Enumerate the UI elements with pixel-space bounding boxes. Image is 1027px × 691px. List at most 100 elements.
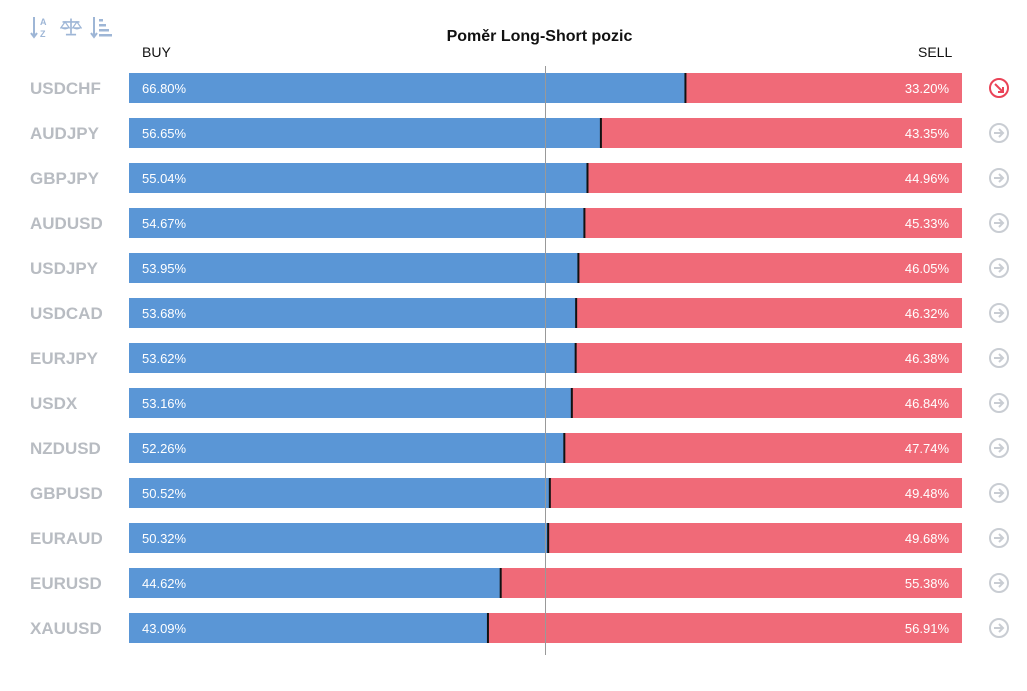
arrow-circle — [989, 393, 1009, 413]
arrow-circle — [989, 528, 1009, 548]
arrow-circle — [989, 483, 1009, 503]
sell-bar — [548, 523, 962, 553]
arrow-head — [998, 488, 1005, 498]
chart-row: USDCAD 53.68% 46.32% — [30, 298, 1009, 328]
sell-value-label: 49.68% — [905, 531, 950, 546]
sell-bar — [685, 73, 962, 103]
chart-row: AUDUSD 54.67% 45.33% — [30, 208, 1009, 238]
sort-alpha-icon[interactable]: A Z — [30, 14, 52, 40]
arrow-circle — [989, 303, 1009, 323]
svg-text:Z: Z — [40, 29, 46, 39]
sell-bar — [576, 298, 962, 328]
chart-row: USDJPY 53.95% 46.05% — [30, 253, 1009, 283]
sell-column-label: SELL — [918, 44, 953, 60]
arrow-right-icon[interactable] — [989, 618, 1009, 638]
arrow-right-icon[interactable] — [989, 213, 1009, 233]
balance-scale-icon[interactable] — [60, 14, 82, 40]
pair-label: USDCAD — [30, 304, 103, 323]
buy-bar — [129, 388, 572, 418]
buy-bar — [129, 613, 488, 643]
arrow-shaft — [994, 83, 1003, 92]
arrow-head — [998, 443, 1005, 453]
buy-bar — [129, 208, 585, 238]
arrow-head — [998, 623, 1005, 633]
arrow-right-icon[interactable] — [989, 483, 1009, 503]
arrow-head — [998, 308, 1005, 318]
arrow-head — [998, 263, 1005, 273]
buy-column-label: BUY — [142, 44, 171, 60]
buy-value-label: 53.68% — [142, 306, 187, 321]
arrow-right-icon[interactable] — [989, 438, 1009, 458]
arrow-head — [998, 218, 1005, 228]
sell-bar — [575, 343, 962, 373]
arrow-right-icon[interactable] — [989, 348, 1009, 368]
pair-label: EURUSD — [30, 574, 102, 593]
sell-bar — [571, 388, 962, 418]
buy-value-label: 53.16% — [142, 396, 187, 411]
chart-row: USDX 53.16% 46.84% — [30, 388, 1009, 418]
arrow-head — [998, 578, 1005, 588]
sell-value-label: 46.32% — [905, 306, 950, 321]
chart-title: Poměr Long-Short pozic — [446, 28, 633, 45]
sell-value-label: 45.33% — [905, 216, 950, 231]
arrow-right-icon[interactable] — [989, 303, 1009, 323]
sort-amount-icon[interactable] — [90, 14, 112, 40]
chart-row: NZDUSD 52.26% 47.74% — [30, 433, 1009, 463]
pair-label: USDCHF — [30, 79, 101, 98]
buy-bar — [129, 253, 579, 283]
sell-bar — [549, 478, 962, 508]
arrow-circle — [989, 258, 1009, 278]
sell-bar — [578, 253, 962, 283]
sell-value-label: 43.35% — [905, 126, 950, 141]
arrow-down-right-icon[interactable] — [989, 78, 1009, 98]
chart-row: GBPJPY 55.04% 44.96% — [30, 163, 1009, 193]
arrow-circle — [989, 618, 1009, 638]
pair-label: USDX — [30, 394, 78, 413]
sell-value-label: 49.48% — [905, 486, 950, 501]
toolbar: A Z — [30, 14, 112, 42]
buy-bar — [129, 73, 686, 103]
buy-bar — [129, 523, 549, 553]
buy-value-label: 54.67% — [142, 216, 187, 231]
sell-value-label: 46.05% — [905, 261, 950, 276]
buy-value-label: 43.09% — [142, 621, 187, 636]
arrow-circle — [989, 78, 1009, 98]
arrow-circle — [989, 168, 1009, 188]
sell-bar — [564, 433, 962, 463]
pair-label: USDJPY — [30, 259, 99, 278]
pair-label: NZDUSD — [30, 439, 101, 458]
arrow-right-icon[interactable] — [989, 123, 1009, 143]
arrow-right-icon[interactable] — [989, 573, 1009, 593]
buy-value-label: 52.26% — [142, 441, 187, 456]
pair-label: GBPJPY — [30, 169, 100, 188]
chart-row: EURUSD 44.62% 55.38% — [30, 568, 1009, 598]
sell-value-label: 44.96% — [905, 171, 950, 186]
sell-bar — [487, 613, 962, 643]
arrow-right-icon[interactable] — [989, 528, 1009, 548]
buy-value-label: 55.04% — [142, 171, 187, 186]
pair-label: EURJPY — [30, 349, 99, 368]
arrow-head — [998, 533, 1005, 543]
pair-label: AUDUSD — [30, 214, 103, 233]
arrow-right-icon[interactable] — [989, 258, 1009, 278]
sell-value-label: 47.74% — [905, 441, 950, 456]
arrow-head — [998, 353, 1005, 363]
chart-row: AUDJPY 56.65% 43.35% — [30, 118, 1009, 148]
sell-bar — [500, 568, 962, 598]
buy-value-label: 50.52% — [142, 486, 187, 501]
chart-row: XAUUSD 43.09% 56.91% — [30, 613, 1009, 643]
arrow-right-icon[interactable] — [989, 168, 1009, 188]
arrow-head — [998, 128, 1005, 138]
svg-text:A: A — [40, 17, 47, 27]
arrow-circle — [989, 438, 1009, 458]
arrow-circle — [989, 348, 1009, 368]
sell-value-label: 46.38% — [905, 351, 950, 366]
buy-value-label: 56.65% — [142, 126, 187, 141]
buy-bar — [129, 343, 576, 373]
arrow-head — [998, 173, 1005, 183]
arrow-right-icon[interactable] — [989, 393, 1009, 413]
buy-bar — [129, 118, 601, 148]
sell-bar — [587, 163, 962, 193]
sell-value-label: 46.84% — [905, 396, 950, 411]
